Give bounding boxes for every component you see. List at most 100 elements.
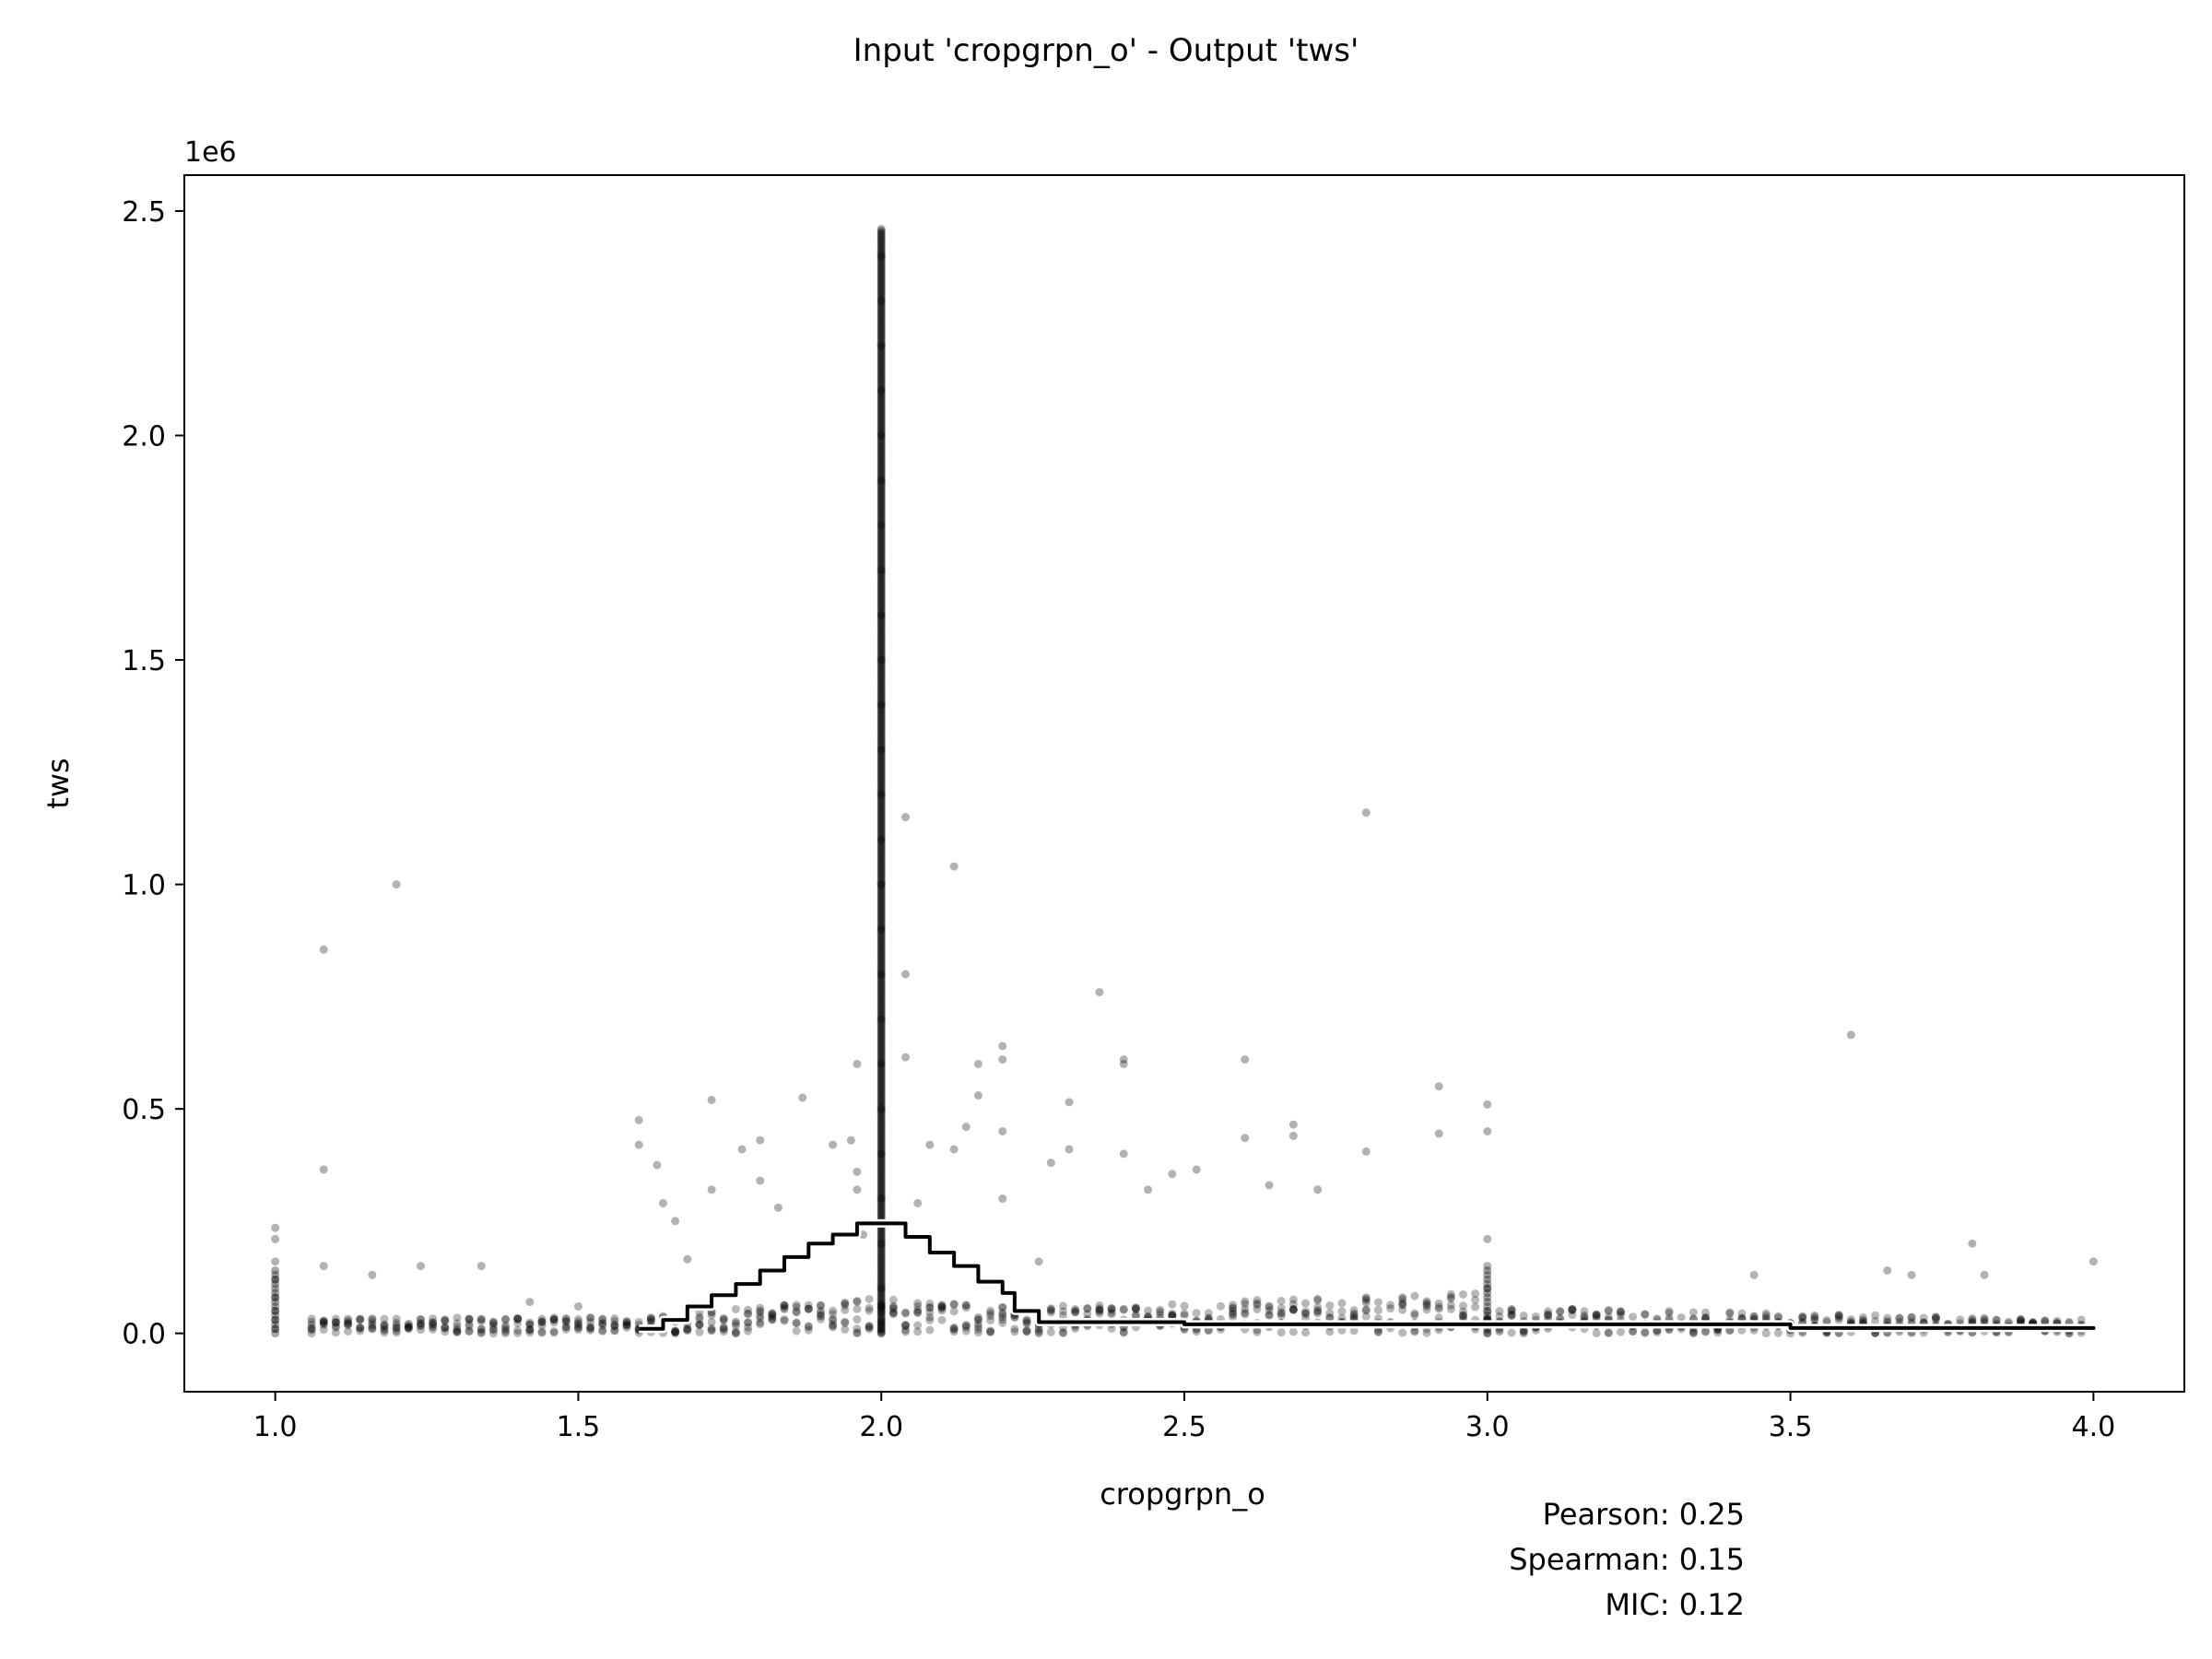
stack-point bbox=[877, 1007, 886, 1017]
stack-point bbox=[1483, 1311, 1492, 1320]
dense-point bbox=[1592, 1310, 1601, 1319]
dense-point bbox=[1895, 1313, 1904, 1323]
dense-point bbox=[1325, 1327, 1335, 1336]
dense-point bbox=[573, 1325, 582, 1335]
chart-title: Input 'cropgrpn_o' - Output 'tws' bbox=[853, 32, 1359, 69]
stack-point bbox=[877, 853, 886, 862]
dense-point bbox=[901, 1327, 911, 1336]
dense-point bbox=[1446, 1300, 1455, 1310]
stack-point bbox=[877, 1259, 886, 1268]
dense-point bbox=[1119, 1327, 1128, 1336]
dense-point bbox=[513, 1314, 523, 1324]
dense-point bbox=[1931, 1312, 1940, 1322]
spearman-annotation: Spearman: 0.15 bbox=[1509, 1542, 1745, 1577]
dense-point bbox=[816, 1311, 825, 1320]
dense-point bbox=[913, 1308, 923, 1317]
dense-point bbox=[973, 1328, 982, 1337]
dense-point bbox=[537, 1318, 547, 1327]
dense-point bbox=[961, 1326, 971, 1335]
dense-point bbox=[501, 1329, 511, 1338]
stack-point bbox=[877, 1275, 886, 1284]
dense-point bbox=[671, 1327, 680, 1336]
dense-point bbox=[1761, 1312, 1771, 1321]
stack-point bbox=[877, 1253, 886, 1263]
dense-point bbox=[744, 1323, 753, 1332]
stack-point bbox=[877, 1043, 886, 1053]
dense-point bbox=[816, 1301, 825, 1311]
dense-point bbox=[1361, 1299, 1371, 1308]
dense-point bbox=[1458, 1307, 1467, 1316]
stack-point bbox=[877, 407, 886, 417]
stack-point bbox=[877, 794, 886, 803]
stack-point bbox=[877, 761, 886, 771]
stack-point bbox=[877, 1194, 886, 1204]
stack-point bbox=[877, 854, 886, 864]
scatter-point bbox=[877, 924, 886, 934]
stack-point bbox=[877, 228, 886, 237]
stack-point bbox=[877, 663, 886, 672]
stack-point bbox=[877, 636, 886, 645]
dense-point bbox=[877, 1308, 886, 1317]
stack-point bbox=[877, 546, 886, 555]
stack-point bbox=[877, 801, 886, 810]
dense-point bbox=[1301, 1309, 1311, 1318]
dense-point bbox=[537, 1327, 547, 1336]
stack-point bbox=[877, 905, 886, 914]
stack-point bbox=[877, 513, 886, 523]
dense-point bbox=[1277, 1328, 1286, 1337]
stack-point bbox=[877, 986, 886, 995]
stack-point bbox=[877, 877, 886, 886]
stack-point bbox=[877, 1006, 886, 1015]
scatter-point bbox=[877, 880, 886, 889]
stack-point bbox=[877, 1165, 886, 1174]
dense-point bbox=[1180, 1309, 1189, 1318]
stack-point bbox=[877, 849, 886, 858]
stack-point bbox=[877, 352, 886, 361]
dense-point bbox=[1180, 1301, 1189, 1311]
dense-point bbox=[937, 1301, 947, 1311]
stack-point bbox=[877, 627, 886, 636]
stack-point bbox=[877, 289, 886, 299]
y-tick-label: 0.0 bbox=[122, 1319, 166, 1351]
dense-point bbox=[429, 1314, 438, 1324]
dense-point bbox=[1641, 1328, 1650, 1337]
dense-point bbox=[1131, 1304, 1140, 1313]
scatter-point bbox=[1968, 1239, 1977, 1248]
scatter-point bbox=[707, 1185, 716, 1194]
dense-point bbox=[1629, 1326, 1638, 1335]
dense-point bbox=[1871, 1316, 1880, 1325]
dense-point bbox=[841, 1318, 850, 1327]
stack-point bbox=[877, 549, 886, 559]
scatter-point bbox=[877, 476, 886, 485]
stack-point bbox=[877, 765, 886, 774]
dense-point bbox=[707, 1324, 716, 1333]
dense-point bbox=[744, 1318, 753, 1327]
dense-point bbox=[780, 1301, 789, 1311]
stack-point bbox=[877, 594, 886, 604]
dense-point bbox=[683, 1324, 692, 1333]
scatter-point bbox=[1434, 1129, 1443, 1138]
stack-point bbox=[877, 534, 886, 543]
stack-point bbox=[877, 979, 886, 988]
stack-point bbox=[877, 582, 886, 591]
stack-point bbox=[877, 784, 886, 794]
dense-point bbox=[877, 1328, 886, 1337]
dense-point bbox=[949, 1300, 959, 1309]
dense-point bbox=[780, 1316, 789, 1325]
stack-point bbox=[1483, 1279, 1492, 1288]
stack-point bbox=[877, 426, 886, 435]
stack-point bbox=[271, 1284, 280, 1293]
stack-point bbox=[877, 1309, 886, 1318]
dense-point bbox=[404, 1321, 413, 1330]
stack-point bbox=[877, 431, 886, 441]
plot-area bbox=[271, 224, 2098, 1338]
stack-point bbox=[877, 1300, 886, 1310]
stack-point bbox=[877, 465, 886, 475]
stack-point bbox=[877, 1246, 886, 1255]
dense-point bbox=[610, 1314, 619, 1324]
dense-point bbox=[598, 1321, 607, 1330]
stack-point bbox=[877, 848, 886, 857]
stack-point bbox=[877, 1136, 886, 1146]
dense-point bbox=[719, 1313, 728, 1323]
stack-point bbox=[877, 255, 886, 265]
